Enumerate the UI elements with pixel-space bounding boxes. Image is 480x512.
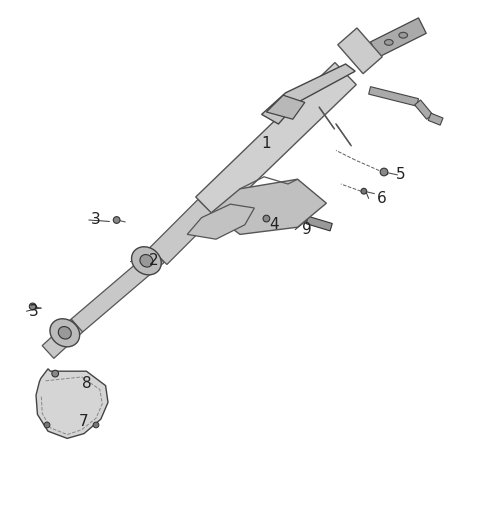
Polygon shape bbox=[42, 319, 83, 358]
Polygon shape bbox=[306, 217, 332, 231]
Circle shape bbox=[44, 422, 50, 428]
Polygon shape bbox=[369, 87, 419, 106]
Ellipse shape bbox=[399, 32, 408, 38]
Polygon shape bbox=[262, 64, 355, 124]
Polygon shape bbox=[187, 204, 254, 239]
Ellipse shape bbox=[140, 254, 153, 267]
Text: 2: 2 bbox=[149, 253, 158, 268]
Text: 3: 3 bbox=[91, 212, 101, 227]
Text: 3: 3 bbox=[29, 304, 38, 318]
Ellipse shape bbox=[384, 39, 393, 45]
Polygon shape bbox=[415, 100, 432, 119]
Ellipse shape bbox=[132, 247, 161, 275]
Polygon shape bbox=[266, 95, 305, 119]
Polygon shape bbox=[36, 369, 108, 438]
Circle shape bbox=[380, 168, 388, 176]
Polygon shape bbox=[371, 18, 426, 57]
Ellipse shape bbox=[58, 327, 72, 339]
Text: 7: 7 bbox=[79, 414, 89, 429]
Circle shape bbox=[93, 422, 99, 428]
Text: 5: 5 bbox=[396, 167, 406, 182]
Text: 1: 1 bbox=[262, 136, 271, 151]
Polygon shape bbox=[150, 200, 215, 265]
Polygon shape bbox=[196, 62, 356, 219]
Circle shape bbox=[29, 303, 36, 310]
Text: 9: 9 bbox=[302, 222, 312, 237]
Polygon shape bbox=[211, 179, 326, 234]
Polygon shape bbox=[71, 249, 164, 332]
Circle shape bbox=[361, 188, 367, 194]
Polygon shape bbox=[428, 113, 443, 125]
Circle shape bbox=[113, 217, 120, 223]
Polygon shape bbox=[338, 28, 382, 74]
Ellipse shape bbox=[50, 319, 80, 347]
Text: 8: 8 bbox=[82, 376, 91, 391]
Text: 4: 4 bbox=[269, 217, 278, 232]
Circle shape bbox=[263, 215, 270, 222]
Text: 6: 6 bbox=[377, 191, 386, 206]
Circle shape bbox=[52, 370, 59, 377]
